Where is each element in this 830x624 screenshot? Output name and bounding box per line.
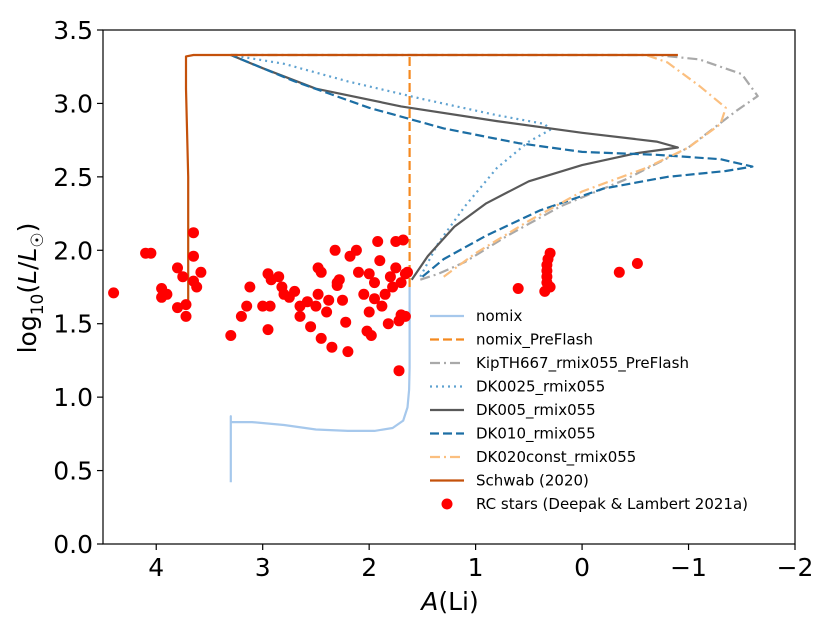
legend-label: nomix: [476, 307, 522, 325]
rc-star-point: [180, 299, 192, 311]
x-tick-label: 0: [574, 553, 590, 582]
x-tick-label: −1: [670, 553, 707, 582]
legend-label: DK020const_rmix055: [476, 448, 636, 467]
legend-label: DK005_rmix055: [476, 401, 596, 420]
x-tick-label: 2: [361, 553, 377, 582]
rc-star-point: [305, 321, 317, 333]
rc-star-point: [395, 277, 407, 289]
rc-star-point: [326, 341, 338, 353]
rc-star-point: [342, 346, 354, 358]
rc-star-point: [312, 288, 324, 300]
x-tick-label: 3: [255, 553, 271, 582]
rc-star-point: [177, 271, 189, 283]
rc-star-point: [387, 281, 399, 293]
rc-star-point: [544, 281, 556, 293]
rc-star-point: [374, 255, 386, 267]
series-line-5: [230, 53, 754, 278]
rc-star-point: [172, 302, 183, 314]
rc-star-point: [613, 266, 625, 278]
rc-star-point: [376, 300, 388, 312]
rc-star-point: [225, 330, 237, 341]
rc-star-point: [363, 268, 375, 280]
rc-star-point: [241, 300, 253, 312]
rc-star-point: [350, 244, 362, 256]
legend-label: nomix_PreFlash: [476, 331, 593, 350]
series-line-2: [230, 53, 759, 281]
legend-label: RC stars (Deepak & Lambert 2021a): [476, 495, 748, 513]
y-axis-title: log10(L/L☉): [13, 223, 48, 354]
rc-star-point: [369, 293, 380, 305]
rc-star-point: [315, 332, 327, 344]
rc-star-point: [333, 274, 345, 286]
x-axis-title: A(Li): [419, 587, 479, 616]
y-tick-label: 0.0: [53, 530, 93, 559]
rc-star-point: [156, 291, 168, 303]
rc-star-point: [294, 310, 306, 322]
y-tick-label: 0.5: [53, 457, 93, 486]
legend: nomix nomix_PreFlash KipTH667_rmix055_PreF…: [430, 307, 748, 513]
y-tick-label: 3.5: [53, 16, 93, 45]
rc-star-point: [544, 247, 556, 259]
legend-swatch: [441, 498, 453, 510]
rc-star-point: [365, 330, 377, 341]
y-tick-label: 1.5: [53, 310, 93, 339]
rc-star-point: [315, 266, 327, 278]
y-tick-label: 1.0: [53, 383, 93, 412]
x-tick-label: 1: [468, 553, 484, 582]
legend-label: KipTH667_rmix055_PreFlash: [476, 354, 689, 373]
rc-star-point: [369, 277, 380, 289]
rc-star-point: [384, 271, 396, 283]
rc-star-point: [393, 365, 405, 377]
rc-star-point: [337, 294, 348, 306]
rc-star-point: [321, 306, 333, 318]
rc-star-point: [353, 266, 364, 278]
rc-star-point: [399, 310, 411, 322]
rc-star-point: [390, 262, 402, 274]
rc-star-point: [329, 244, 341, 256]
series-line-0: [229, 287, 411, 483]
x-tick-label: −2: [777, 553, 814, 582]
rc-star-point: [244, 281, 256, 293]
rc-star-point: [631, 258, 643, 269]
rc-star-point: [235, 310, 247, 322]
plot-frame: [102, 29, 796, 545]
rc-star-point: [358, 288, 370, 300]
rc-star-point: [262, 324, 274, 336]
rc-star-point: [188, 250, 199, 262]
legend-label: Schwab (2020): [476, 472, 589, 490]
rc-star-point: [397, 234, 409, 246]
x-tick-label: 4: [148, 553, 164, 582]
rc-star-point: [180, 310, 192, 322]
rc-star-point: [372, 236, 384, 247]
rc-star-point: [145, 247, 157, 259]
rc-star-point: [310, 300, 322, 312]
legend-label: DK0025_rmix055: [476, 378, 605, 397]
rc-star-point: [188, 227, 199, 239]
y-tick-label: 2.0: [53, 236, 93, 265]
rc-star-point: [301, 296, 313, 308]
rc-star-point: [382, 318, 394, 330]
rc-star-point: [323, 294, 335, 306]
rc-star-point: [264, 300, 276, 312]
rc-star-point: [289, 285, 301, 297]
series-line-7: [184, 53, 678, 309]
rc-star-point: [402, 266, 413, 278]
y-tick-label: 3.0: [53, 89, 93, 118]
rc-star-point: [108, 287, 120, 299]
rc-star-point: [273, 271, 285, 283]
rc-star-point: [191, 281, 203, 293]
rc-star-point: [340, 316, 352, 328]
rc-star-point: [363, 306, 375, 318]
rc-star-point: [512, 283, 524, 294]
series-line-6: [230, 53, 727, 278]
rc-star-point: [172, 262, 183, 274]
y-tick-label: 2.5: [53, 163, 93, 192]
rc-star-point: [379, 288, 391, 300]
rc-star-point: [195, 266, 207, 278]
legend-label: DK010_rmix055: [476, 425, 596, 444]
series-line-4: [230, 53, 679, 281]
